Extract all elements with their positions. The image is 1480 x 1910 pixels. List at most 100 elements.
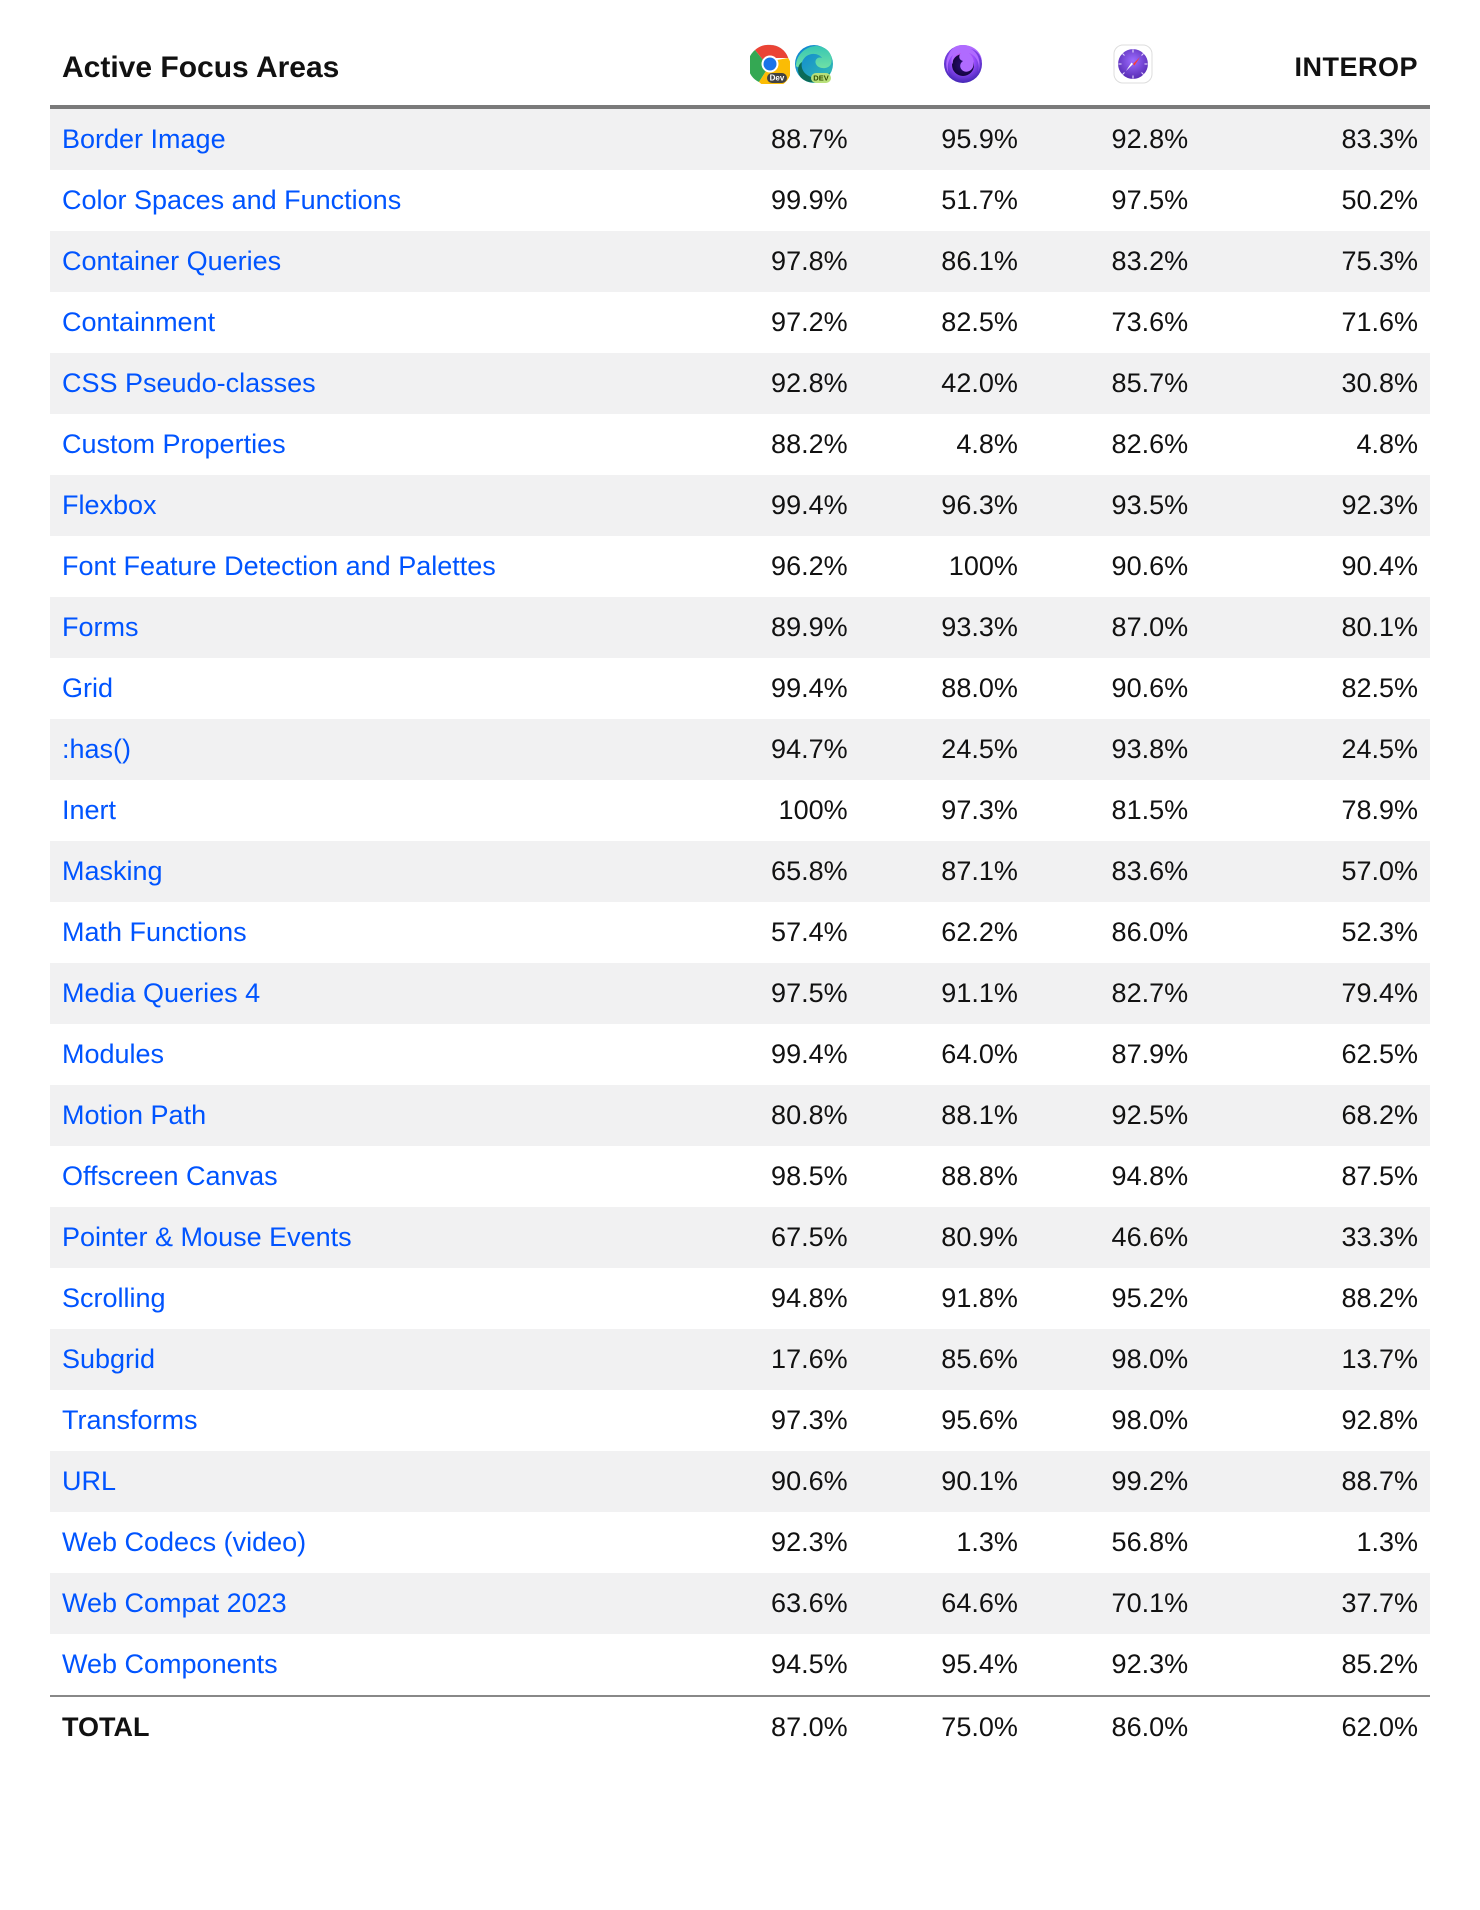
score-cell-interop: 1.3% — [1218, 1512, 1430, 1573]
score-cell-safari: 90.6% — [1048, 658, 1218, 719]
focus-area-link[interactable]: Web Components — [62, 1649, 278, 1679]
table-total-row: TOTAL87.0%75.0%86.0%62.0% — [50, 1696, 1430, 1758]
focus-area-name-cell: Custom Properties — [50, 414, 707, 475]
focus-area-link[interactable]: Subgrid — [62, 1344, 155, 1374]
score-cell-interop: 90.4% — [1218, 536, 1430, 597]
score-cell-chrome_edge: 99.4% — [707, 1024, 877, 1085]
focus-area-link[interactable]: Flexbox — [62, 490, 157, 520]
score-cell-firefox: 80.9% — [878, 1207, 1048, 1268]
focus-area-link[interactable]: Modules — [62, 1039, 164, 1069]
svg-text:DEV: DEV — [814, 74, 829, 83]
score-cell-chrome_edge: 67.5% — [707, 1207, 877, 1268]
table-row: Forms89.9%93.3%87.0%80.1% — [50, 597, 1430, 658]
score-cell-firefox: 88.1% — [878, 1085, 1048, 1146]
score-cell-safari: 56.8% — [1048, 1512, 1218, 1573]
score-cell-chrome_edge: 99.4% — [707, 475, 877, 536]
focus-area-link[interactable]: Motion Path — [62, 1100, 206, 1130]
score-cell-interop: 82.5% — [1218, 658, 1430, 719]
focus-area-link[interactable]: :has() — [62, 734, 131, 764]
score-cell-firefox: 87.1% — [878, 841, 1048, 902]
focus-area-link[interactable]: CSS Pseudo-classes — [62, 368, 316, 398]
score-cell-interop: 68.2% — [1218, 1085, 1430, 1146]
focus-area-name-cell: Scrolling — [50, 1268, 707, 1329]
score-cell-firefox: 100% — [878, 536, 1048, 597]
focus-area-link[interactable]: Transforms — [62, 1405, 198, 1435]
focus-area-link[interactable]: Web Compat 2023 — [62, 1588, 287, 1618]
score-cell-firefox: 91.1% — [878, 963, 1048, 1024]
score-cell-chrome_edge: 97.8% — [707, 231, 877, 292]
table-row: Math Functions57.4%62.2%86.0%52.3% — [50, 902, 1430, 963]
score-cell-chrome_edge: 92.8% — [707, 353, 877, 414]
score-cell-chrome_edge: 80.8% — [707, 1085, 877, 1146]
focus-area-link[interactable]: Color Spaces and Functions — [62, 185, 401, 215]
table-row: Motion Path80.8%88.1%92.5%68.2% — [50, 1085, 1430, 1146]
focus-area-name-cell: CSS Pseudo-classes — [50, 353, 707, 414]
focus-area-link[interactable]: Inert — [62, 795, 116, 825]
score-cell-interop: 13.7% — [1218, 1329, 1430, 1390]
focus-area-link[interactable]: Container Queries — [62, 246, 281, 276]
score-cell-firefox: 93.3% — [878, 597, 1048, 658]
score-cell-interop: 88.2% — [1218, 1268, 1430, 1329]
score-cell-safari: 87.9% — [1048, 1024, 1218, 1085]
focus-area-link[interactable]: Pointer & Mouse Events — [62, 1222, 352, 1252]
score-cell-interop: 85.2% — [1218, 1634, 1430, 1696]
score-cell-interop: 30.8% — [1218, 353, 1430, 414]
score-cell-safari: 93.5% — [1048, 475, 1218, 536]
score-cell-interop: 52.3% — [1218, 902, 1430, 963]
score-cell-safari: 85.7% — [1048, 353, 1218, 414]
score-cell-safari: 92.3% — [1048, 1634, 1218, 1696]
table-row: Container Queries 97.8%86.1%83.2%75.3% — [50, 231, 1430, 292]
focus-area-link[interactable]: URL — [62, 1466, 116, 1496]
focus-area-link[interactable]: Offscreen Canvas — [62, 1161, 278, 1191]
score-cell-firefox: 42.0% — [878, 353, 1048, 414]
score-cell-chrome_edge: 63.6% — [707, 1573, 877, 1634]
score-cell-interop: 92.3% — [1218, 475, 1430, 536]
focus-area-name-cell: Grid — [50, 658, 707, 719]
focus-area-link[interactable]: Media Queries 4 — [62, 978, 260, 1008]
score-cell-safari: 98.0% — [1048, 1329, 1218, 1390]
focus-area-link[interactable]: Border Image — [62, 124, 226, 154]
score-cell-safari: 46.6% — [1048, 1207, 1218, 1268]
focus-area-link[interactable]: Forms — [62, 612, 139, 642]
table-row: Color Spaces and Functions99.9%51.7%97.5… — [50, 170, 1430, 231]
score-cell-chrome_edge: 94.7% — [707, 719, 877, 780]
score-cell-safari: 73.6% — [1048, 292, 1218, 353]
focus-area-link[interactable]: Containment — [62, 307, 215, 337]
total-cell-chrome_edge: 87.0% — [707, 1696, 877, 1758]
edge-dev-icon: DEV — [794, 44, 834, 84]
score-cell-interop: 75.3% — [1218, 231, 1430, 292]
focus-area-link[interactable]: Web Codecs (video) — [62, 1527, 306, 1557]
score-cell-firefox: 86.1% — [878, 231, 1048, 292]
score-cell-chrome_edge: 100% — [707, 780, 877, 841]
score-cell-safari: 81.5% — [1048, 780, 1218, 841]
focus-area-link[interactable]: Font Feature Detection and Palettes — [62, 551, 496, 581]
table-row: Offscreen Canvas98.5%88.8%94.8%87.5% — [50, 1146, 1430, 1207]
focus-area-link[interactable]: Math Functions — [62, 917, 247, 947]
score-cell-chrome_edge: 89.9% — [707, 597, 877, 658]
focus-area-name-cell: Subgrid — [50, 1329, 707, 1390]
score-cell-firefox: 95.4% — [878, 1634, 1048, 1696]
score-cell-interop: 62.5% — [1218, 1024, 1430, 1085]
focus-area-name-cell: Pointer & Mouse Events — [50, 1207, 707, 1268]
score-cell-safari: 97.5% — [1048, 170, 1218, 231]
focus-area-link[interactable]: Masking — [62, 856, 163, 886]
score-cell-interop: 4.8% — [1218, 414, 1430, 475]
focus-area-link[interactable]: Custom Properties — [62, 429, 286, 459]
focus-area-name-cell: Motion Path — [50, 1085, 707, 1146]
score-cell-chrome_edge: 88.2% — [707, 414, 877, 475]
score-cell-interop: 24.5% — [1218, 719, 1430, 780]
score-cell-firefox: 64.0% — [878, 1024, 1048, 1085]
focus-area-name-cell: Web Compat 2023 — [50, 1573, 707, 1634]
table-header-row: Active Focus Areas Dev — [50, 30, 1430, 107]
table-row: Transforms97.3%95.6%98.0%92.8% — [50, 1390, 1430, 1451]
table-row: Web Compat 202363.6%64.6%70.1%37.7% — [50, 1573, 1430, 1634]
score-cell-safari: 99.2% — [1048, 1451, 1218, 1512]
table-row: Web Components94.5%95.4%92.3%85.2% — [50, 1634, 1430, 1696]
focus-area-link[interactable]: Grid — [62, 673, 113, 703]
table-row: Subgrid17.6%85.6%98.0%13.7% — [50, 1329, 1430, 1390]
focus-area-link[interactable]: Scrolling — [62, 1283, 166, 1313]
score-cell-interop: 80.1% — [1218, 597, 1430, 658]
score-cell-safari: 83.2% — [1048, 231, 1218, 292]
score-cell-firefox: 96.3% — [878, 475, 1048, 536]
total-cell-safari: 86.0% — [1048, 1696, 1218, 1758]
